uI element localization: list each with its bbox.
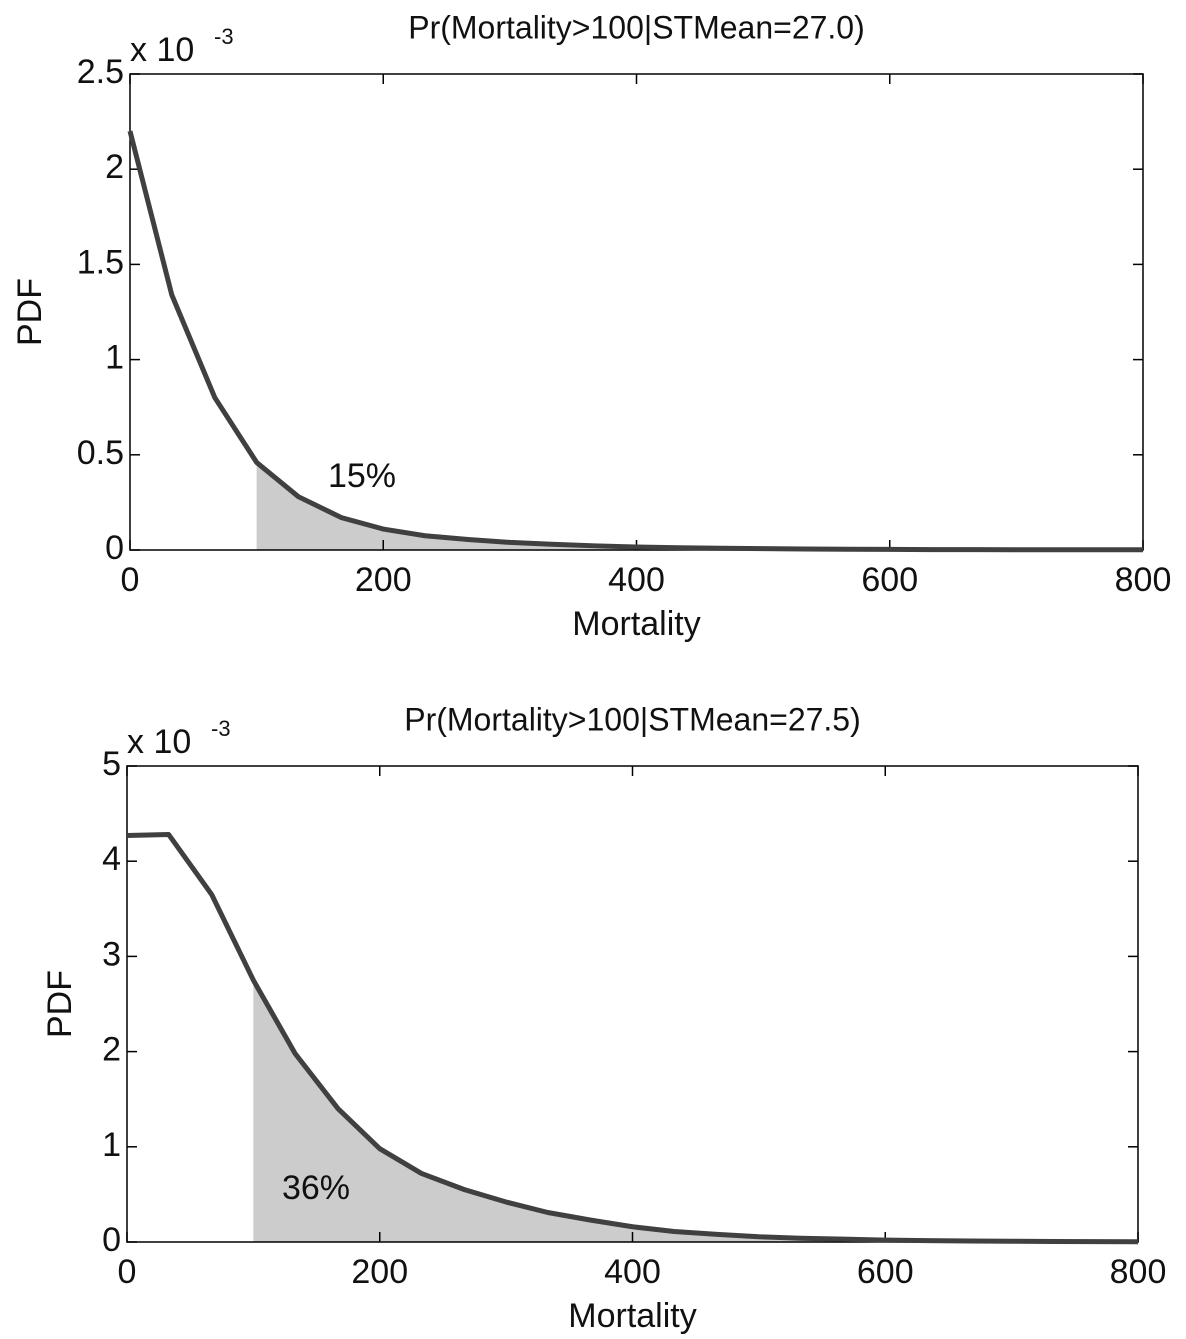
y-tick-label: 1 <box>102 1126 121 1164</box>
y-multiplier: x 10 <box>130 31 194 69</box>
x-tick-label: 400 <box>604 1253 661 1291</box>
shaded-area <box>253 980 1138 1242</box>
pdf-line <box>127 130 1143 553</box>
y-multiplier: x 10 <box>127 723 191 761</box>
x-tick-label: 600 <box>857 1253 914 1291</box>
y-tick-label: 0.5 <box>77 434 124 472</box>
y-axis-label: PDF <box>41 970 79 1038</box>
y-tick-label: 2.5 <box>77 53 124 91</box>
annotation: 36% <box>282 1169 350 1207</box>
x-tick-label: 0 <box>118 1253 137 1291</box>
y-tick-label: 1.5 <box>77 243 124 281</box>
x-tick-label: 200 <box>351 1253 408 1291</box>
y-tick-label: 2 <box>105 148 124 186</box>
annotation: 15% <box>328 457 396 495</box>
x-tick-label: 600 <box>861 561 918 599</box>
x-axis-label: Mortality <box>572 605 700 643</box>
x-tick-label: 200 <box>355 561 412 599</box>
chart: Pr(Mortality>100|STMean=27.5) x 10 -3 Morta… <box>41 701 1166 1335</box>
x-tick-label: 400 <box>608 561 665 599</box>
x-tick-label: 800 <box>1110 1253 1167 1291</box>
x-tick-label: 800 <box>1115 561 1172 599</box>
y-tick-label: 2 <box>102 1031 121 1069</box>
pdf-line <box>126 832 1139 1245</box>
y-multiplier-exponent: -3 <box>211 716 231 741</box>
plot-frame <box>129 73 1144 551</box>
x-axis-label: Mortality <box>568 1297 696 1335</box>
y-tick-label: 5 <box>102 745 121 783</box>
y-tick-label: 0 <box>102 1221 121 1259</box>
y-tick-label: 1 <box>105 339 124 377</box>
chart-title: Pr(Mortality>100|STMean=27.5) <box>404 701 861 737</box>
x-tick-label: 0 <box>121 561 140 599</box>
y-axis-label: PDF <box>11 278 49 346</box>
y-multiplier-exponent: -3 <box>214 24 234 49</box>
y-tick-label: 4 <box>102 840 121 878</box>
chart-title: Pr(Mortality>100|STMean=27.0) <box>408 9 865 45</box>
shaded-area <box>256 462 1143 550</box>
y-tick-label: 0 <box>105 529 124 567</box>
y-tick-label: 3 <box>102 935 121 973</box>
chart: Pr(Mortality>100|STMean=27.0) x 10 -3 Morta… <box>11 9 1171 643</box>
